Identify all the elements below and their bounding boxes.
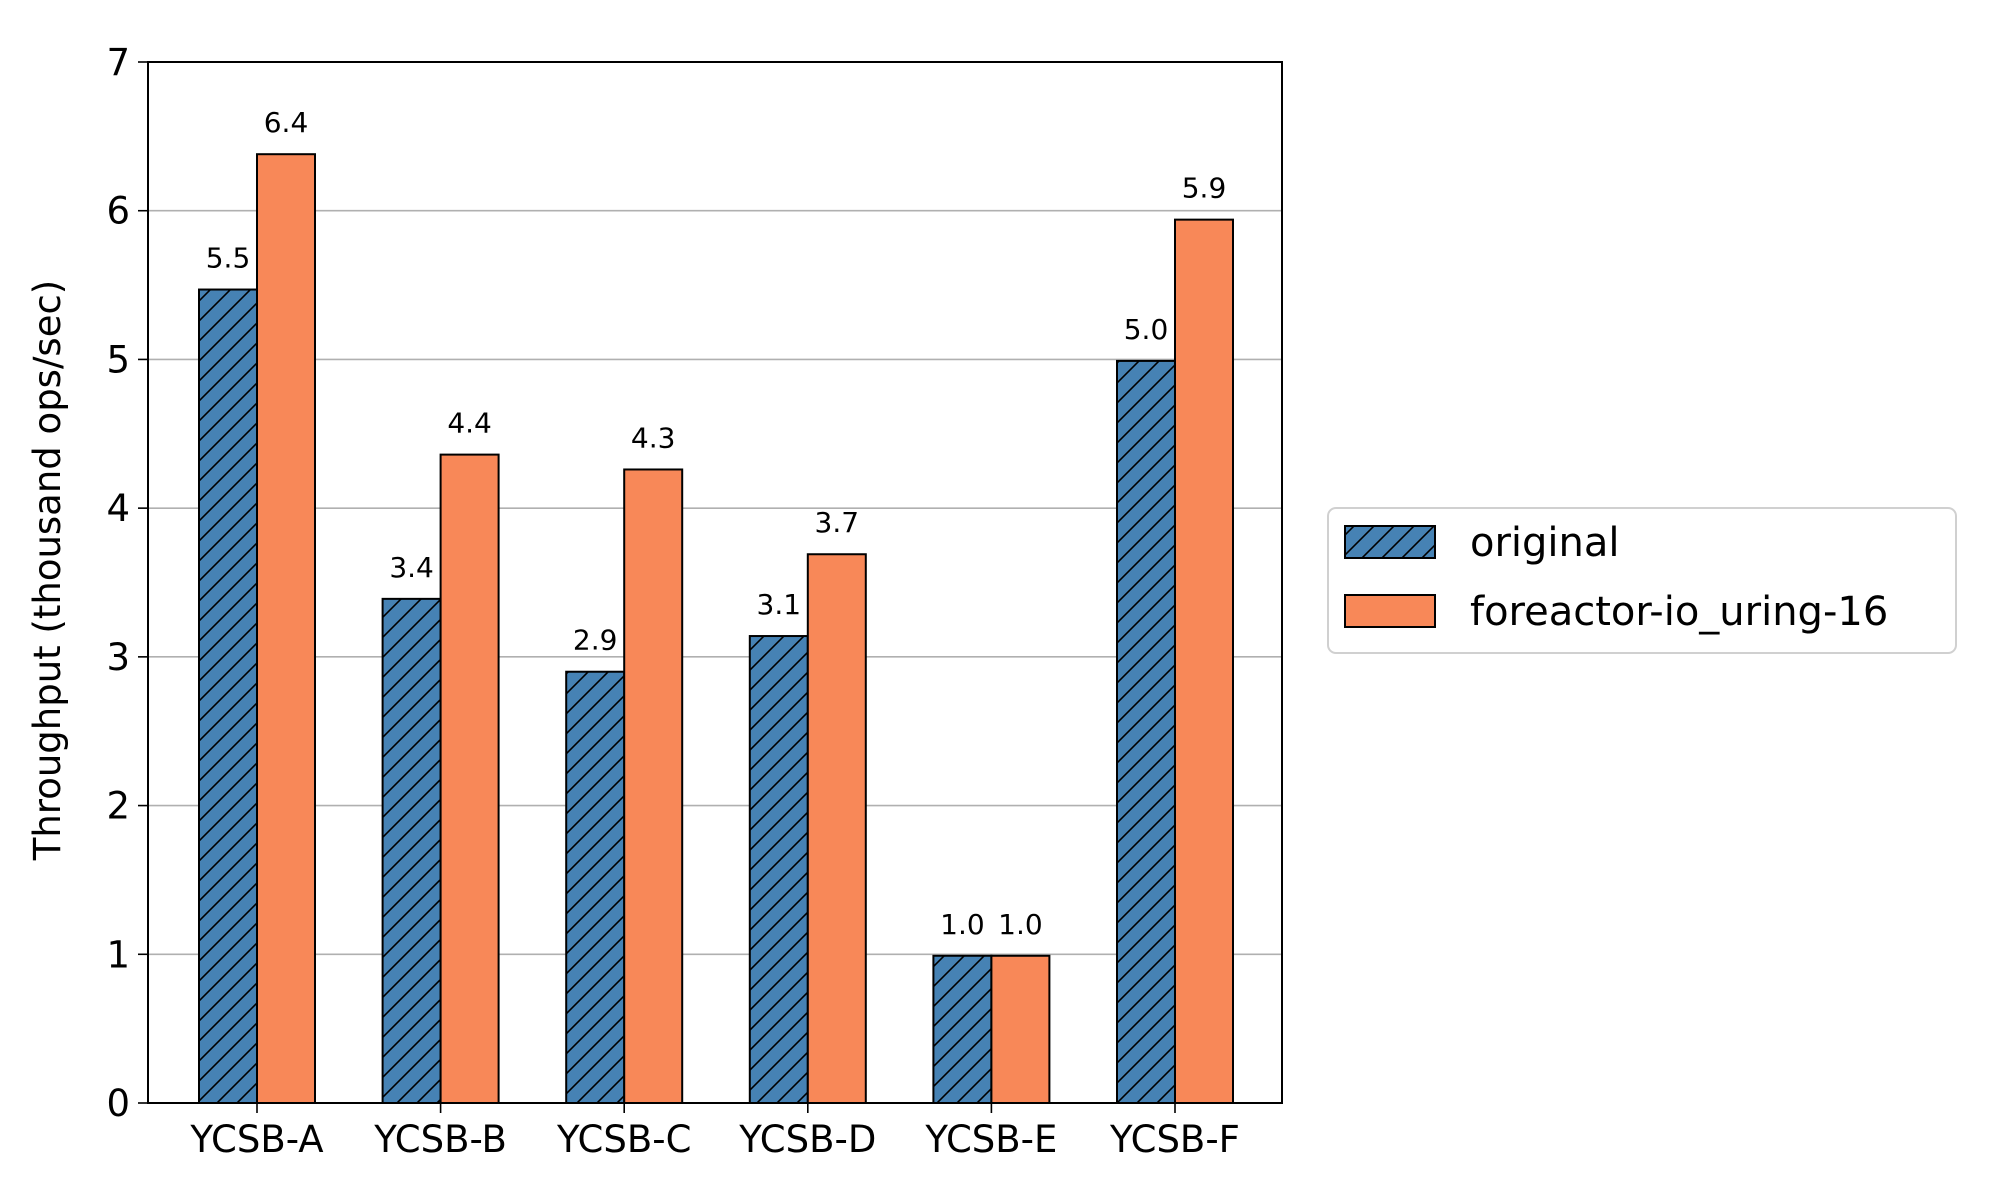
y-tick-label: 0 [106,1082,130,1125]
plot-frame [147,61,1283,1104]
data-label: 4.4 [447,407,492,440]
y-tick-label: 4 [106,487,130,530]
bar-original-ycsb-a [198,288,258,1105]
y-tick-label: 7 [106,41,130,84]
legend-label-foreactor: foreactor-io_uring-16 [1470,589,1888,635]
data-label: 5.9 [1182,172,1227,205]
bars [198,153,1234,1105]
y-tick-label: 1 [106,933,130,976]
bar-foreactor-ycsb-c [623,468,684,1104]
legend-swatch-foreactor [1344,594,1436,628]
gridlines [148,209,1282,956]
x-tick-label: YCSB-F [1109,1118,1240,1161]
data-label: 4.3 [631,421,676,454]
x-tick-label: YCSB-B [373,1118,507,1161]
bar-foreactor-ycsb-a [256,153,316,1104]
data-label: 1.0 [940,908,985,941]
bar-original-ycsb-f [1116,359,1176,1104]
data-label: 6.4 [264,106,309,139]
y-tick-label: 6 [106,190,130,233]
bar-foreactor-ycsb-d [806,553,867,1104]
legend: original foreactor-io_uring-16 [1327,507,1957,654]
bar-foreactor-ycsb-e [990,954,1051,1104]
axes: 0 1 2 3 4 5 6 7 YCSB-A YCSB-B YCSB-C YCSB-D YCSB-E YC… [106,41,1283,1161]
bar-foreactor-ycsb-f [1174,218,1234,1104]
bar-original-ycsb-e [932,954,993,1104]
x-tick-label: YCSB-E [924,1118,1057,1161]
bar-original-ycsb-c [565,670,626,1104]
legend-label-original: original [1470,520,1620,566]
data-label: 5.5 [206,242,251,275]
x-tick-label: YCSB-A [189,1118,323,1161]
y-tick-label: 2 [106,785,130,828]
legend-swatch-original [1344,525,1436,559]
bar-original-ycsb-d [748,635,809,1105]
x-tick-label: YCSB-C [556,1118,691,1161]
data-label: 1.0 [998,908,1043,941]
y-axis-label: Throughput (thousand ops/sec) [26,280,69,862]
data-labels: 5.5 6.4 3.4 4.4 2.9 4.3 3.1 3.7 1.0 1.0 5.0 5.9 [206,106,1227,941]
data-label: 5.0 [1124,313,1169,346]
bar-original-ycsb-b [381,597,442,1104]
bar-foreactor-ycsb-b [439,453,500,1104]
x-tick-label: YCSB-D [738,1118,876,1161]
y-tick-label: 5 [106,338,130,381]
data-label: 3.7 [815,506,860,539]
y-tick-label: 3 [106,636,130,679]
data-label: 2.9 [573,624,618,657]
data-label: 3.4 [389,551,434,584]
data-label: 3.1 [757,588,802,621]
